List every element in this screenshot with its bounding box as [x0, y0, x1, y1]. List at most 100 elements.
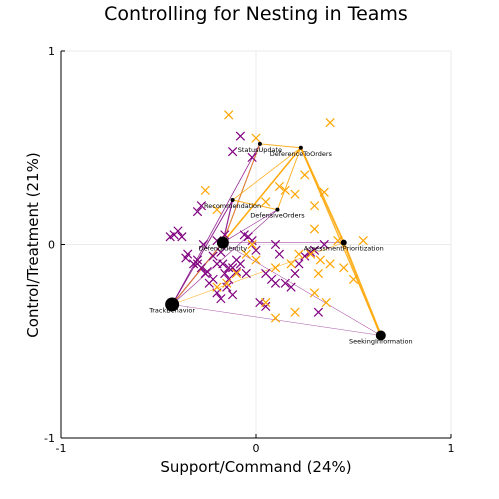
- point-stroke: [261, 268, 271, 279]
- node-label-2: Recommendation: [204, 202, 261, 210]
- point-orange-21: [270, 263, 281, 273]
- point-stroke: [251, 245, 261, 255]
- point-purple-4: [196, 201, 207, 211]
- point-orange-22: [251, 255, 261, 265]
- point-orange-2: [251, 133, 261, 143]
- point-purple-48: [319, 239, 329, 250]
- node-label-4: DefendIdentity: [199, 245, 248, 253]
- point-orange-20: [294, 249, 304, 259]
- node-0: [257, 141, 262, 146]
- edge-layer: [171, 143, 382, 336]
- point-stroke: [313, 268, 324, 279]
- point-stroke: [270, 278, 281, 288]
- point-stroke: [202, 266, 212, 277]
- point-stroke: [358, 236, 368, 246]
- point-stroke: [247, 152, 257, 163]
- point-stroke: [212, 282, 222, 292]
- y-tick-label-1: 0: [48, 239, 55, 252]
- point-purple-23: [247, 236, 257, 246]
- point-stroke: [333, 236, 343, 246]
- point-stroke: [325, 259, 335, 269]
- point-orange-13: [358, 236, 368, 246]
- node-5: [340, 239, 347, 246]
- point-orange-11: [319, 187, 329, 197]
- point-stroke: [224, 263, 234, 273]
- point-stroke: [235, 131, 246, 141]
- point-stroke: [235, 259, 246, 269]
- point-stroke: [321, 297, 331, 308]
- point-stroke: [181, 253, 191, 263]
- point-stroke: [177, 232, 187, 242]
- node-4: [216, 236, 229, 249]
- point-orange-24: [222, 278, 232, 288]
- point-purple-24: [251, 245, 261, 255]
- point-orange-32: [247, 239, 257, 250]
- point-orange-23: [231, 268, 242, 279]
- point-stroke: [270, 239, 281, 250]
- point-stroke: [313, 307, 324, 317]
- point-stroke: [300, 170, 310, 180]
- point-stroke: [173, 226, 183, 236]
- point-purple-55: [192, 259, 203, 269]
- point-orange-33: [309, 224, 320, 234]
- point-orange-29: [309, 288, 320, 298]
- chart-title: Controlling for Nesting in Teams: [104, 3, 408, 25]
- point-purple-33: [231, 266, 242, 277]
- y-axis-label: Control/Treatment (21%): [24, 152, 42, 337]
- edge-19: [232, 147, 302, 201]
- point-purple-42: [290, 268, 300, 279]
- edge-17: [171, 147, 302, 305]
- axes: -1 0 1 -1 0 1: [44, 45, 454, 455]
- point-stroke: [274, 181, 285, 192]
- point-stroke: [216, 247, 226, 257]
- point-orange-28: [290, 307, 300, 317]
- point-purple-0: [235, 131, 246, 141]
- point-purple-41: [286, 282, 296, 292]
- node-2: [230, 197, 235, 202]
- point-stroke: [227, 290, 238, 300]
- point-stroke: [280, 185, 290, 195]
- point-orange-19: [286, 259, 296, 269]
- point-purple-36: [261, 301, 271, 312]
- point-purple-51: [270, 278, 281, 288]
- edge-3: [171, 143, 261, 305]
- point-orange-15: [339, 263, 349, 273]
- point-orange-26: [261, 297, 271, 308]
- point-purple-32: [224, 263, 234, 273]
- point-stroke: [305, 249, 316, 259]
- point-purple-27: [216, 294, 226, 304]
- y-tick-label-0: -1: [44, 432, 55, 445]
- point-stroke: [325, 117, 335, 128]
- point-stroke: [247, 236, 257, 246]
- node-1: [298, 145, 303, 150]
- point-stroke: [290, 268, 300, 279]
- point-orange-34: [315, 255, 325, 265]
- point-purple-50: [241, 268, 251, 279]
- node-label-0: StatusUpdate: [238, 146, 282, 154]
- node-7: [375, 330, 386, 341]
- point-orange-30: [321, 297, 331, 308]
- point-stroke: [309, 201, 320, 211]
- point-orange-8: [274, 181, 285, 192]
- node-6: [165, 297, 180, 312]
- point-purple-2: [247, 152, 257, 163]
- point-stroke: [224, 110, 234, 120]
- point-stroke: [222, 282, 232, 292]
- point-stroke: [294, 259, 304, 269]
- x-tick-label-2: 1: [448, 442, 455, 455]
- point-stroke: [251, 133, 261, 143]
- edge-14: [276, 147, 302, 210]
- point-stroke: [227, 146, 238, 157]
- point-orange-17: [305, 249, 316, 259]
- point-purple-43: [294, 259, 304, 269]
- point-stroke: [309, 288, 320, 298]
- node-label-6: TrackBehavior: [148, 306, 195, 314]
- point-purple-7: [177, 232, 187, 242]
- point-purple-6: [173, 226, 183, 236]
- point-purple-1: [227, 146, 238, 157]
- point-orange-9: [280, 185, 290, 195]
- point-stroke: [270, 313, 281, 323]
- point-orange-3: [200, 185, 210, 195]
- node-label-7: SeekingInformation: [349, 337, 413, 345]
